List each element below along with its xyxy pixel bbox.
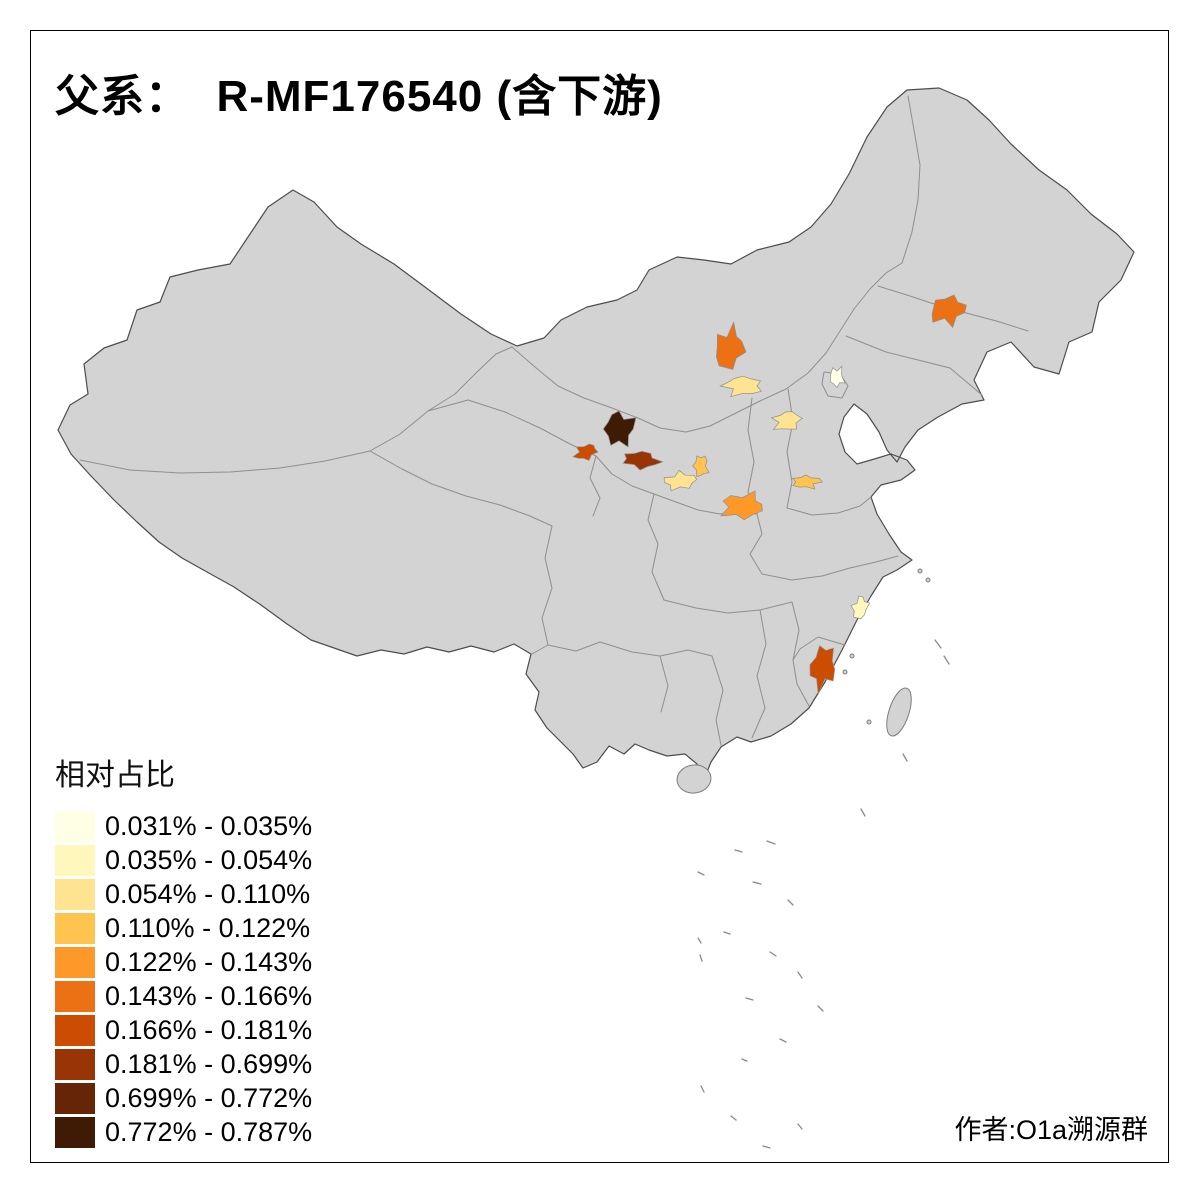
legend-row: 0.035% - 0.054% — [55, 844, 312, 877]
legend-swatch — [55, 913, 95, 944]
legend-row: 0.166% - 0.181% — [55, 1014, 312, 1047]
legend-swatch — [55, 981, 95, 1012]
legend-swatch — [55, 811, 95, 842]
highlighted-region — [830, 365, 846, 388]
legend-row: 0.699% - 0.772% — [55, 1082, 312, 1115]
legend-range-label: 0.054% - 0.110% — [105, 879, 311, 909]
legend-swatch — [55, 1117, 95, 1148]
legend: 相对占比 0.031% - 0.035% 0.035% - 0.054% 0.054… — [55, 750, 312, 1150]
china-mainland — [57, 87, 1135, 778]
highlighted-region — [602, 410, 637, 448]
legend-swatch — [55, 879, 95, 910]
south-china-sea-islets — [697, 639, 950, 1149]
highlighted-region — [770, 411, 803, 430]
legend-row: 0.054% - 0.110% — [55, 878, 312, 911]
hainan-island — [676, 764, 712, 794]
province-borders — [79, 95, 1029, 746]
highlighted-region — [692, 455, 710, 477]
legend-row: 0.181% - 0.699% — [55, 1048, 312, 1081]
highlighted-region — [719, 375, 763, 398]
highlighted-region — [809, 645, 836, 695]
legend-swatch — [55, 1083, 95, 1114]
legend-range-label: 0.110% - 0.122% — [105, 913, 311, 943]
legend-range-label: 0.143% - 0.166% — [105, 981, 313, 1011]
plot-frame — [30, 30, 1169, 1163]
legend-title: 相对占比 — [55, 759, 175, 792]
legend-range-label: 0.699% - 0.772% — [105, 1083, 313, 1113]
legend-row: 0.143% - 0.166% — [55, 980, 312, 1013]
highlighted-region — [572, 443, 599, 461]
legend-row: 0.031% - 0.035% — [55, 810, 312, 843]
legend-range-label: 0.166% - 0.181% — [105, 1015, 313, 1045]
legend-range-label: 0.035% - 0.054% — [105, 845, 313, 875]
highlighted-region — [850, 595, 871, 619]
legend-swatch — [55, 1015, 95, 1046]
highlighted-region — [622, 450, 664, 471]
legend-range-label: 0.122% - 0.143% — [105, 947, 313, 977]
highlighted-region — [931, 294, 967, 329]
legend-row: 0.122% - 0.143% — [55, 946, 312, 979]
legend-range-label: 0.772% - 0.787% — [105, 1117, 313, 1147]
islands — [676, 568, 950, 1149]
legend-swatch — [55, 1049, 95, 1080]
highlighted-region — [716, 321, 747, 370]
taiwan-island — [886, 687, 912, 737]
legend-rows: 0.031% - 0.035% 0.035% - 0.054% 0.054% - 0… — [55, 810, 312, 1149]
highlighted-region — [791, 474, 823, 490]
highlighted-region — [663, 469, 698, 492]
highlighted-region — [720, 490, 763, 521]
legend-row: 0.110% - 0.122% — [55, 912, 312, 945]
legend-swatch — [55, 845, 95, 876]
legend-row: 0.772% - 0.787% — [55, 1116, 312, 1149]
highlighted-regions — [572, 294, 967, 695]
legend-range-label: 0.181% - 0.699% — [105, 1049, 313, 1079]
attribution-text: 作者:O1a溯源群 — [954, 1115, 1148, 1145]
page-title: 父系： R-MF176540 (含下游) — [55, 72, 663, 121]
legend-swatch — [55, 947, 95, 978]
legend-range-label: 0.031% - 0.035% — [105, 811, 313, 841]
